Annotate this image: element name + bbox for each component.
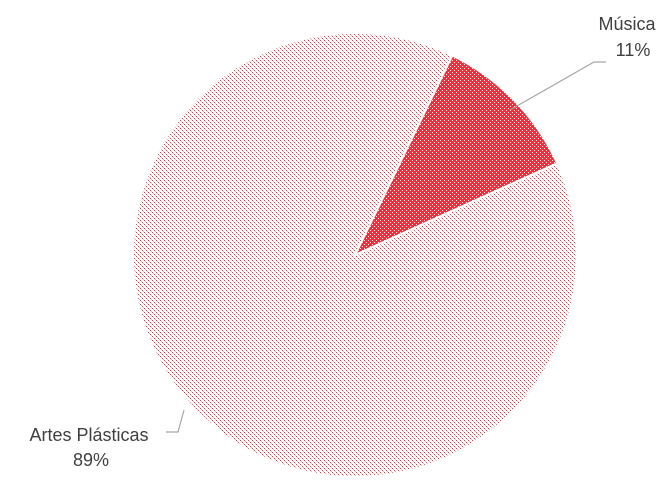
pie-slices: [132, 32, 578, 478]
label-musica-value: 11%: [616, 40, 651, 60]
label-artes-plasticas-name: Artes Plásticas: [29, 425, 148, 445]
pie-slice-musica: [352, 54, 559, 258]
leader-lines: [166, 61, 606, 433]
label-artes-plasticas-value: 89%: [73, 450, 109, 470]
pie-slice-artes-plasticas: [132, 32, 578, 478]
label-musica-name: Música: [598, 14, 656, 34]
data-labels: Música 11% Artes Plásticas 89%: [29, 14, 656, 470]
leader-line-musica: [509, 61, 606, 111]
leader-line-artes-plasticas: [166, 409, 185, 433]
